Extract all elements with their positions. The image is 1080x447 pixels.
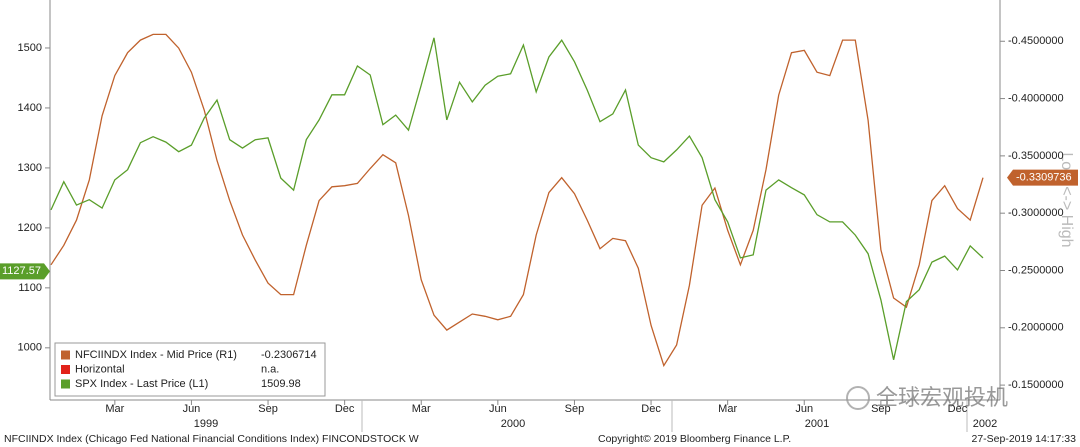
x-tick-label: Jun bbox=[183, 403, 201, 415]
y2-tick-label: -0.2500000 bbox=[1008, 264, 1064, 276]
y2-tick-label: -0.3500000 bbox=[1008, 150, 1064, 162]
y-tick-label: 1400 bbox=[18, 102, 42, 114]
y-tick-label: 1200 bbox=[18, 222, 42, 234]
year-label: 2001 bbox=[805, 418, 829, 430]
legend-box bbox=[54, 342, 326, 397]
year-label: 2000 bbox=[501, 418, 525, 430]
series-line bbox=[50, 37, 984, 360]
y-tick-label: 1300 bbox=[18, 162, 42, 174]
x-tick-label: Jun bbox=[795, 403, 813, 415]
legend-value: n.a. bbox=[261, 363, 279, 375]
legend: NFCIINDX Index - Mid Price (R1) -0.230671… bbox=[54, 342, 326, 397]
watermark-text: 全球宏观投机 bbox=[876, 385, 1008, 410]
x-tick-label: Mar bbox=[105, 403, 124, 415]
legend-value: -0.2306714 bbox=[261, 349, 317, 361]
legend-swatch bbox=[61, 379, 70, 389]
y-tick-label: 1100 bbox=[18, 282, 42, 294]
y2-tick-label: -0.2000000 bbox=[1008, 322, 1064, 334]
current-value-box bbox=[0, 263, 50, 280]
legend-label: NFCIINDX Index - Mid Price (R1) bbox=[75, 349, 237, 361]
x-tick-label: Sep bbox=[258, 403, 278, 415]
x-tick-label: Sep bbox=[871, 403, 891, 415]
x-tick-label: Mar bbox=[412, 403, 431, 415]
footer-left: NFCIINDX Index (Chicago Fed National Fin… bbox=[4, 433, 419, 445]
y-tick-label: 1000 bbox=[18, 342, 42, 354]
current-value-box bbox=[1007, 169, 1078, 186]
y-tick-label: 1500 bbox=[18, 42, 42, 54]
current-value-label: -0.3309736 bbox=[1016, 172, 1072, 184]
year-label: 1999 bbox=[194, 418, 218, 430]
legend-swatch bbox=[61, 365, 70, 374]
x-tick-label: Jun bbox=[489, 403, 507, 415]
series-line bbox=[50, 33, 984, 368]
y2-tick-label: -0.1500000 bbox=[1008, 379, 1064, 391]
watermark: 全球宏观投机 bbox=[846, 385, 1008, 410]
watermark-icon bbox=[846, 386, 870, 410]
current-value-label: 1127.57 bbox=[2, 265, 41, 277]
x-tick-label: Dec bbox=[948, 403, 968, 415]
year-label: 2002 bbox=[973, 418, 997, 430]
x-tick-label: Mar bbox=[718, 403, 737, 415]
legend-label: SPX Index - Last Price (L1) bbox=[75, 378, 208, 390]
x-tick-label: Sep bbox=[565, 403, 585, 415]
legend-swatch bbox=[61, 350, 70, 360]
legend-value: 1509.98 bbox=[261, 378, 301, 390]
y2-tick-label: -0.4500000 bbox=[1008, 35, 1064, 47]
legend-label: Horizontal bbox=[75, 363, 125, 375]
footer-center: Copyright© 2019 Bloomberg Finance L.P. bbox=[598, 433, 791, 445]
y2-tick-label: -0.3000000 bbox=[1008, 207, 1064, 219]
x-tick-label: Dec bbox=[335, 403, 355, 415]
x-tick-label: Dec bbox=[641, 403, 661, 415]
y2-axis-label: Low <-> High bbox=[1058, 152, 1075, 247]
footer-right: 27-Sep-2019 14:17:33 bbox=[971, 433, 1076, 445]
y2-tick-label: -0.4000000 bbox=[1008, 92, 1064, 104]
